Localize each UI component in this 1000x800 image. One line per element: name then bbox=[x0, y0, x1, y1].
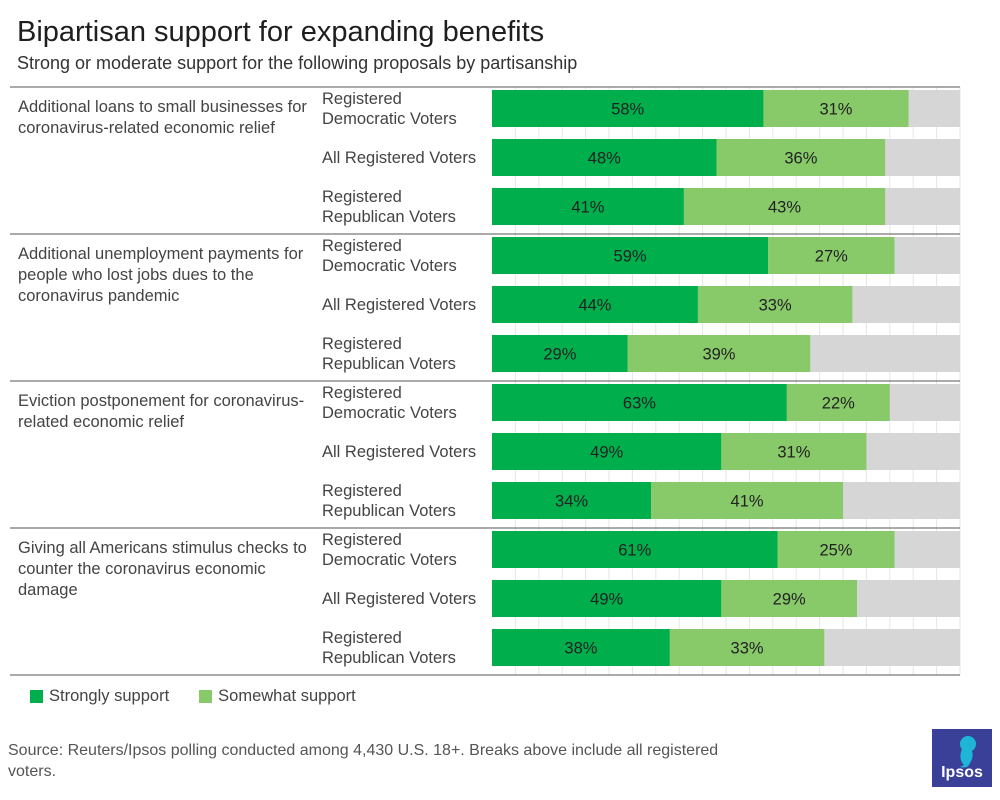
data-label-strong: 38% bbox=[564, 640, 597, 658]
row-label: Registered Republican Voters bbox=[322, 334, 456, 373]
data-label-somewhat: 27% bbox=[815, 248, 848, 266]
bar-strong bbox=[492, 629, 670, 666]
bar-strong bbox=[492, 580, 722, 617]
bar-strong bbox=[492, 335, 628, 372]
bar-somewhat bbox=[777, 531, 895, 568]
row-label: All Registered Voters bbox=[322, 295, 477, 314]
legend-item-strong: Strongly support bbox=[30, 687, 169, 706]
group-label: Eviction postponement for coronavirus-re… bbox=[18, 392, 305, 431]
row-label: Registered Democratic Voters bbox=[322, 383, 457, 422]
bar-somewhat bbox=[669, 629, 825, 666]
data-label-strong: 63% bbox=[623, 395, 656, 413]
bar-somewhat bbox=[716, 139, 886, 176]
group-label: Giving all Americans stimulus checks to … bbox=[18, 539, 307, 599]
group-label: Additional unemployment payments for peo… bbox=[18, 245, 304, 305]
row-label: Registered Democratic Voters bbox=[322, 236, 457, 275]
bar-strong bbox=[492, 482, 652, 519]
bar-strong bbox=[492, 237, 769, 274]
data-label-strong: 34% bbox=[555, 493, 588, 511]
bar-strong bbox=[492, 188, 684, 225]
bar-strong bbox=[492, 531, 778, 568]
data-label-strong: 49% bbox=[590, 591, 623, 609]
data-label-somewhat: 39% bbox=[702, 346, 735, 364]
data-label-somewhat: 25% bbox=[819, 542, 852, 560]
bar-somewhat bbox=[786, 384, 890, 421]
ipsos-logo: Ipsos bbox=[932, 729, 992, 787]
row-label: Registered Democratic Voters bbox=[322, 89, 457, 128]
bar-somewhat bbox=[683, 188, 886, 225]
legend-swatch-strong bbox=[30, 690, 43, 703]
data-label-somewhat: 41% bbox=[731, 493, 764, 511]
data-label-strong: 61% bbox=[618, 542, 651, 560]
bar-somewhat bbox=[763, 90, 909, 127]
row-label: Registered Republican Voters bbox=[322, 481, 456, 520]
data-label-somewhat: 36% bbox=[784, 150, 817, 168]
bar-somewhat bbox=[721, 433, 867, 470]
bar-somewhat bbox=[768, 237, 895, 274]
legend-label-strong: Strongly support bbox=[49, 687, 170, 705]
bar-somewhat bbox=[697, 286, 853, 323]
data-label-strong: 41% bbox=[571, 199, 604, 217]
bar-strong bbox=[492, 384, 787, 421]
bar-strong bbox=[492, 90, 764, 127]
bar-strong bbox=[492, 433, 722, 470]
row-label: All Registered Voters bbox=[322, 442, 477, 461]
bar-somewhat bbox=[651, 482, 843, 519]
data-label-somewhat: 43% bbox=[768, 199, 801, 217]
data-label-strong: 48% bbox=[588, 150, 621, 168]
logo-head-icon bbox=[960, 736, 976, 768]
data-label-strong: 29% bbox=[543, 346, 576, 364]
legend: Strongly support Somewhat support bbox=[30, 687, 386, 706]
bar-somewhat bbox=[721, 580, 858, 617]
data-label-somewhat: 33% bbox=[731, 640, 764, 658]
data-label-strong: 59% bbox=[614, 248, 647, 266]
source-note: Source: Reuters/Ipsos polling conducted … bbox=[8, 742, 719, 780]
bar-strong bbox=[492, 139, 717, 176]
data-label-strong: 44% bbox=[578, 297, 611, 315]
row-label: Registered Republican Voters bbox=[322, 628, 456, 667]
group-label: Additional loans to small businesses for… bbox=[18, 98, 307, 137]
legend-label-somewhat: Somewhat support bbox=[218, 687, 356, 705]
data-label-strong: 49% bbox=[590, 444, 623, 462]
data-label-somewhat: 33% bbox=[759, 297, 792, 315]
chart-title: Bipartisan support for expanding benefit… bbox=[17, 16, 545, 48]
row-label: Registered Republican Voters bbox=[322, 187, 456, 226]
data-label-somewhat: 31% bbox=[777, 444, 810, 462]
data-label-strong: 58% bbox=[611, 101, 644, 119]
data-label-somewhat: 22% bbox=[822, 395, 855, 413]
bar-strong bbox=[492, 286, 698, 323]
row-label: All Registered Voters bbox=[322, 589, 477, 608]
logo-text: Ipsos bbox=[941, 764, 983, 781]
legend-item-somewhat: Somewhat support bbox=[199, 687, 356, 706]
row-label: Registered Democratic Voters bbox=[322, 530, 457, 569]
legend-swatch-somewhat bbox=[199, 690, 213, 703]
data-label-somewhat: 29% bbox=[773, 591, 806, 609]
row-label: All Registered Voters bbox=[322, 148, 477, 167]
chart-subtitle: Strong or moderate support for the follo… bbox=[17, 53, 578, 73]
data-label-somewhat: 31% bbox=[819, 101, 852, 119]
bar-somewhat bbox=[627, 335, 811, 372]
